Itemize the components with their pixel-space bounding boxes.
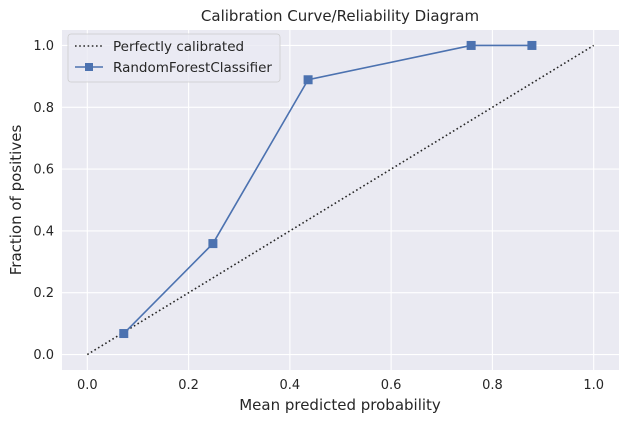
data-point-randomforestclassifier: [466, 40, 476, 50]
legend-label-perfectly-calibrated: Perfectly calibrated: [113, 39, 244, 55]
legend-marker-randomforestclassifier: [85, 63, 93, 71]
tick-labels: 0.0 0.2 0.4 0.6 0.8 1.0 0.0 0.2 0.4 0.6 0.8 1.0: [33, 39, 604, 393]
series-layer: [86, 40, 595, 356]
legend: Perfectly calibrated RandomForestClassif…: [67, 33, 281, 83]
x-tick-label: 0.0: [77, 378, 98, 393]
y-tick-label: 0.6: [33, 163, 54, 178]
x-tick-label: 0.2: [178, 378, 199, 393]
data-point-randomforestclassifier: [119, 329, 129, 339]
x-axis-label: Mean predicted probability: [239, 396, 441, 414]
y-tick-label: 0.4: [33, 224, 54, 239]
plot-background: [62, 30, 619, 370]
y-tick-label: 1.0: [33, 39, 54, 54]
data-point-randomforestclassifier: [208, 239, 218, 249]
y-tick-label: 0.0: [33, 348, 54, 363]
legend-box: [67, 33, 281, 83]
x-tick-label: 0.4: [280, 378, 301, 393]
data-point-randomforestclassifier: [303, 75, 313, 85]
x-tick-label: 0.6: [381, 378, 402, 393]
legend-label-randomforestclassifier: RandomForestClassifier: [113, 60, 272, 76]
chart-title: Calibration Curve/Reliability Diagram: [201, 7, 479, 25]
x-tick-label: 0.8: [482, 378, 503, 393]
grid-lines: [62, 30, 619, 370]
y-tick-label: 0.2: [33, 286, 54, 301]
data-point-randomforestclassifier: [527, 40, 537, 50]
y-axis-label: Fraction of positives: [7, 125, 25, 276]
x-tick-label: 1.0: [583, 378, 604, 393]
y-tick-label: 0.8: [33, 101, 54, 116]
